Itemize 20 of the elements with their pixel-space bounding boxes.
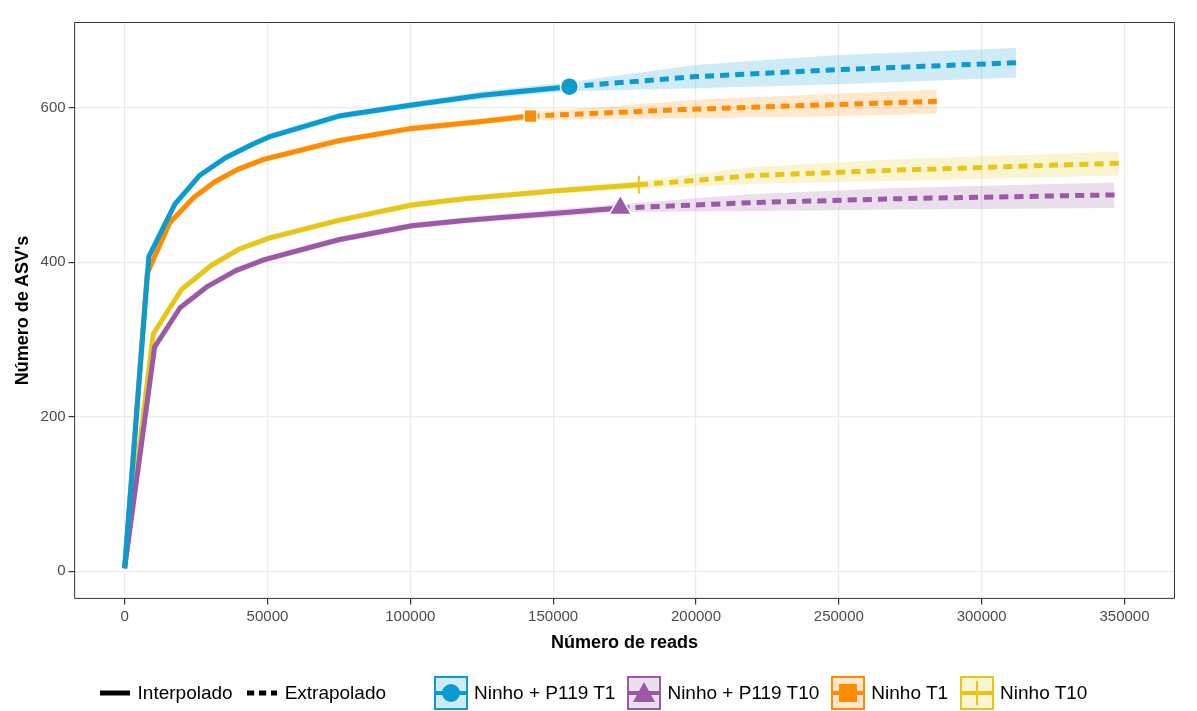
x-tick-label: 100000 [385,606,436,624]
x-tick-label: 0 [120,606,129,624]
legend-label: Ninho T10 [1000,682,1088,704]
y-tick-label: 200 [40,406,66,424]
legend-label: Ninho T1 [871,682,949,704]
legend-label: Ninho + P119 T1 [474,682,616,704]
x-tick-label: 150000 [528,606,579,624]
x-tick-label: 50000 [246,606,289,624]
y-tick-label: 600 [40,97,66,115]
y-axis-title: Número de ASV's [11,235,32,386]
text: Interpolado [137,682,233,704]
y-tick-label: 0 [57,561,66,579]
x-tick-label: 350000 [1099,606,1150,624]
x-tick-label: 200000 [670,606,722,624]
x-tick-label: 300000 [956,606,1007,624]
y-tick-label: 400 [40,252,66,270]
legend-label: Ninho + P119 T10 [667,682,820,704]
x-tick-label: 250000 [813,606,864,624]
x-axis-title: Número de reads [551,632,699,653]
text: Extrapolado [284,682,387,704]
